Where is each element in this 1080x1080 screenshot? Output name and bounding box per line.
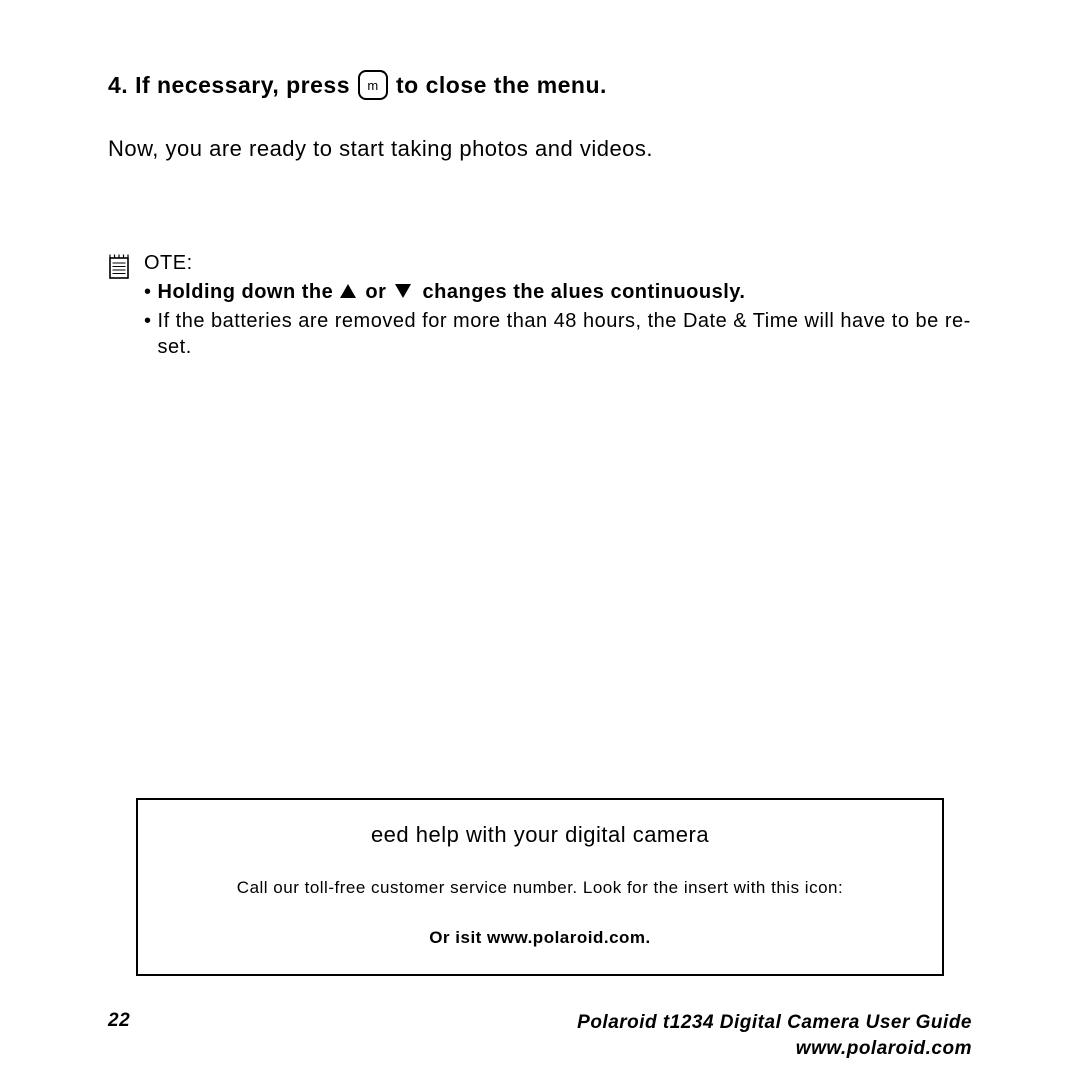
step-prefix: 4. If necessary, press	[108, 72, 350, 99]
note-section: OTE: • Holding down the or changes the a…	[108, 252, 972, 362]
triangle-down-icon	[394, 280, 412, 306]
help-visit: Or isit www.polaroid.com.	[150, 928, 930, 948]
page-number: 22	[108, 1010, 130, 1032]
notepad-icon	[108, 254, 130, 362]
bullet-dot: •	[144, 308, 152, 334]
triangle-up-icon	[339, 280, 357, 306]
note-bullet-1: • Holding down the or changes the alues …	[144, 279, 972, 306]
step-suffix: to close the menu.	[396, 72, 607, 99]
page-footer: 22 Polaroid t1234 Digital Camera User Gu…	[108, 1010, 972, 1061]
help-title: eed help with your digital camera	[150, 822, 930, 848]
menu-button-icon: m	[358, 70, 388, 100]
help-line: Call our toll-free customer service numb…	[150, 878, 930, 898]
footer-url: www.polaroid.com	[577, 1036, 972, 1062]
note-bullet-2: • If the batteries are removed for more …	[144, 308, 972, 360]
bullet1-suffix: changes the alues continuously.	[423, 281, 746, 303]
help-box: eed help with your digital camera Call o…	[136, 798, 944, 976]
step-instruction: 4. If necessary, press m to close the me…	[108, 70, 972, 100]
footer-guide-title: Polaroid t1234 Digital Camera User Guide	[577, 1010, 972, 1036]
bullet1-or: or	[365, 281, 386, 303]
ready-text: Now, you are ready to start taking photo…	[108, 136, 972, 162]
bullet1-prefix: Holding down the	[158, 281, 334, 303]
note-title: OTE:	[144, 252, 972, 275]
bullet-dot: •	[144, 279, 152, 305]
bullet2-text: If the batteries are removed for more th…	[158, 308, 972, 360]
